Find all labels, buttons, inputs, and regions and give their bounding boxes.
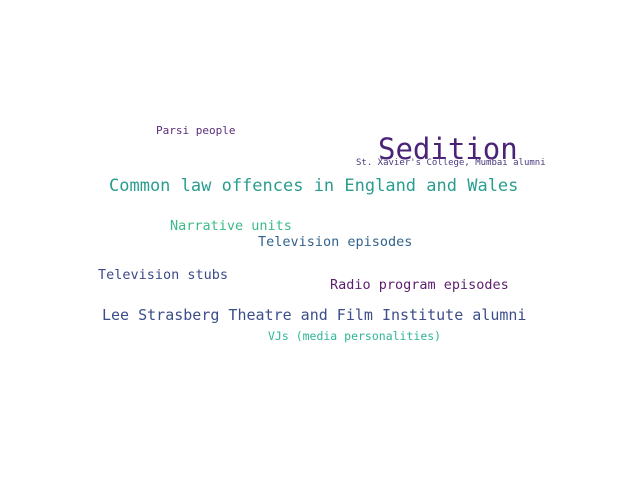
word-lee-strasberg-alumni: Lee Strasberg Theatre and Film Institute… — [102, 306, 527, 324]
word-common-law-offences: Common law offences in England and Wales — [109, 176, 519, 196]
word-st-xaviers-alumni: St. Xavier's College, Mumbai alumni — [356, 158, 546, 168]
word-sedition: Sedition — [378, 132, 518, 166]
word-television-episodes: Television episodes — [258, 234, 413, 250]
word-narrative-units: Narrative units — [170, 218, 292, 234]
word-parsi-people: Parsi people — [156, 124, 236, 137]
word-radio-program-episodes: Radio program episodes — [330, 277, 509, 293]
word-vjs: VJs (media personalities) — [268, 329, 442, 343]
word-television-stubs: Television stubs — [98, 267, 229, 283]
